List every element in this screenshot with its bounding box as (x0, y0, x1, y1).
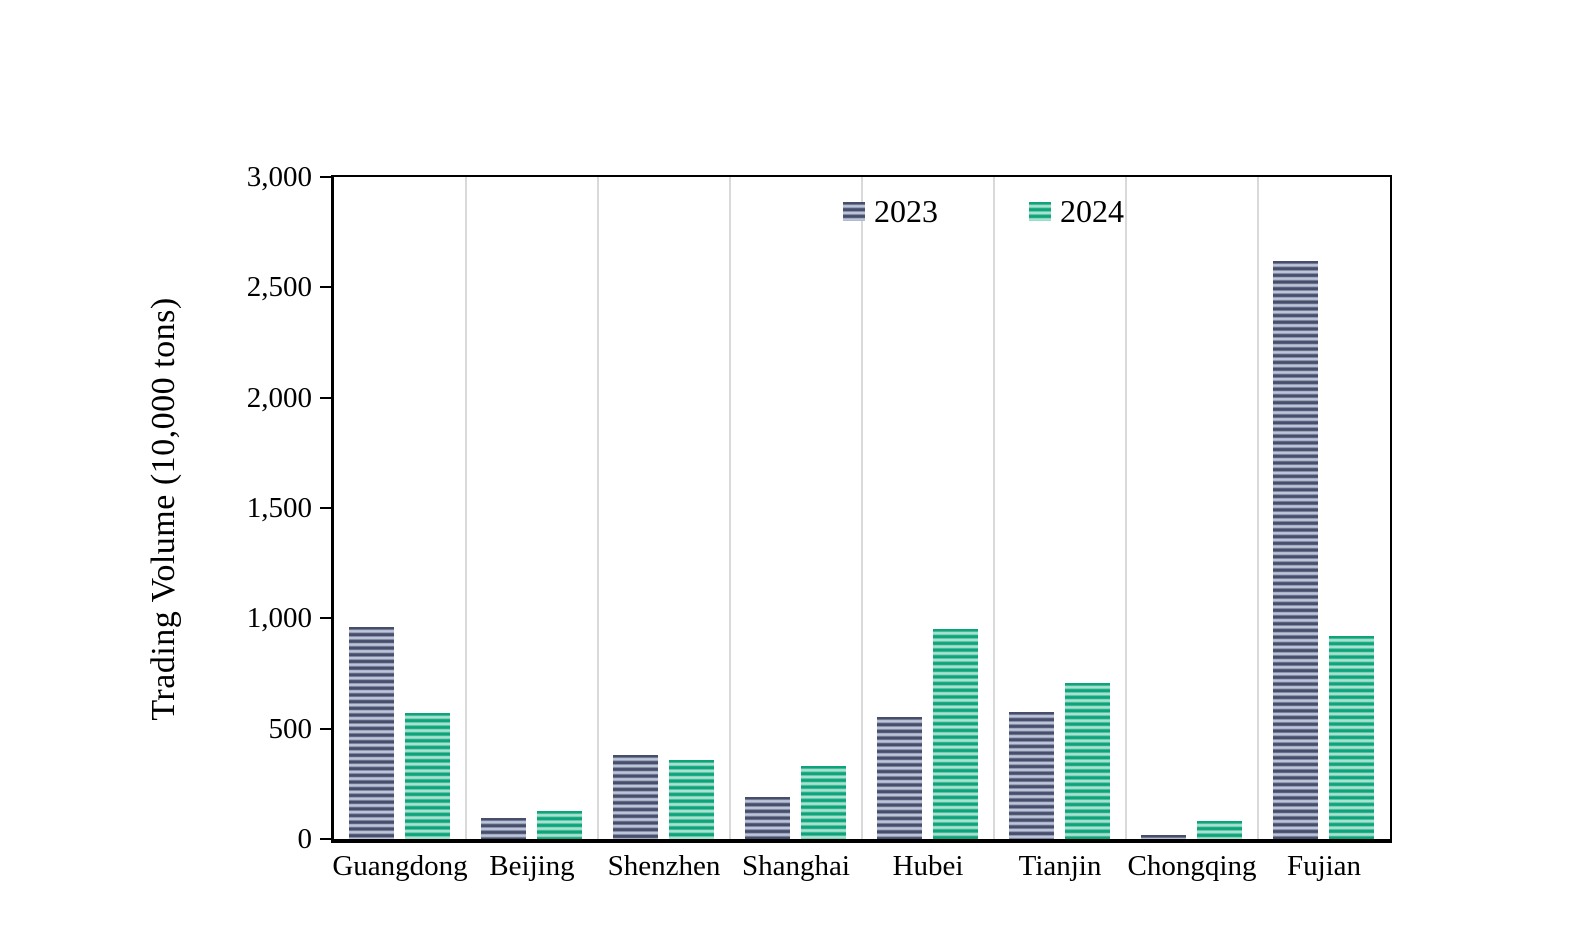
bar-2024-tianjin (1065, 683, 1110, 839)
category-gridline (993, 177, 995, 839)
category-gridline (597, 177, 599, 839)
bar-2024-shanghai (801, 766, 846, 839)
bar-2024-hubei (933, 629, 978, 839)
x-axis-label-shanghai: Shanghai (742, 850, 850, 882)
bar-2023-guangdong (349, 627, 394, 839)
x-axis-label-fujian: Fujian (1286, 850, 1362, 882)
y-axis-tick (320, 286, 331, 289)
y-axis-tick (320, 176, 331, 178)
bar-2024-shenzhen (669, 759, 714, 839)
x-axis-label-beijing: Beijing (489, 850, 575, 882)
y-axis-tick (320, 727, 331, 730)
plot-area: 2023 2024 (331, 175, 1392, 843)
y-axis-tick (320, 507, 331, 509)
category-gridline (465, 177, 467, 839)
bar-2023-hubei (877, 716, 922, 839)
y-axis-tick-label: 1,000 (246, 602, 312, 635)
bar-2024-guangdong (405, 713, 450, 839)
bar-2023-chongqing (1141, 834, 1186, 839)
x-axis-label-chongqing: Chongqing (1127, 850, 1257, 882)
y-axis-tick-label: 1,500 (246, 492, 312, 524)
y-axis-tick (320, 838, 331, 840)
y-axis-tick-label: 500 (268, 712, 313, 745)
category-gridline (1125, 177, 1127, 839)
category-gridline (861, 177, 863, 839)
y-axis-tick-label: 2,500 (246, 271, 312, 304)
y-axis-tick-label: 2,000 (246, 381, 312, 414)
y-axis-tick-label: 3,000 (246, 161, 312, 193)
x-axis-label-hubei: Hubei (892, 850, 964, 882)
bar-2024-beijing (537, 811, 582, 839)
y-axis-tick (320, 396, 331, 399)
x-axis-label-shenzhen: Shenzhen (607, 850, 721, 882)
y-axis-tick-label: 0 (297, 823, 313, 855)
x-axis-label-guangdong: Guangdong (332, 850, 468, 882)
bar-2023-tianjin (1009, 712, 1054, 839)
plot-inner (334, 177, 1390, 839)
category-gridline (1257, 177, 1259, 839)
y-axis-tick (320, 617, 331, 620)
bar-2023-shanghai (745, 797, 790, 839)
bar-2023-shenzhen (613, 755, 658, 839)
bar-2023-fujian (1273, 260, 1318, 839)
bar-2024-fujian (1329, 636, 1374, 839)
x-axis-label-tianjin: Tianjin (1018, 850, 1102, 882)
bar-2023-beijing (481, 818, 526, 839)
bar-2024-chongqing (1197, 821, 1242, 839)
category-gridline (729, 177, 731, 839)
